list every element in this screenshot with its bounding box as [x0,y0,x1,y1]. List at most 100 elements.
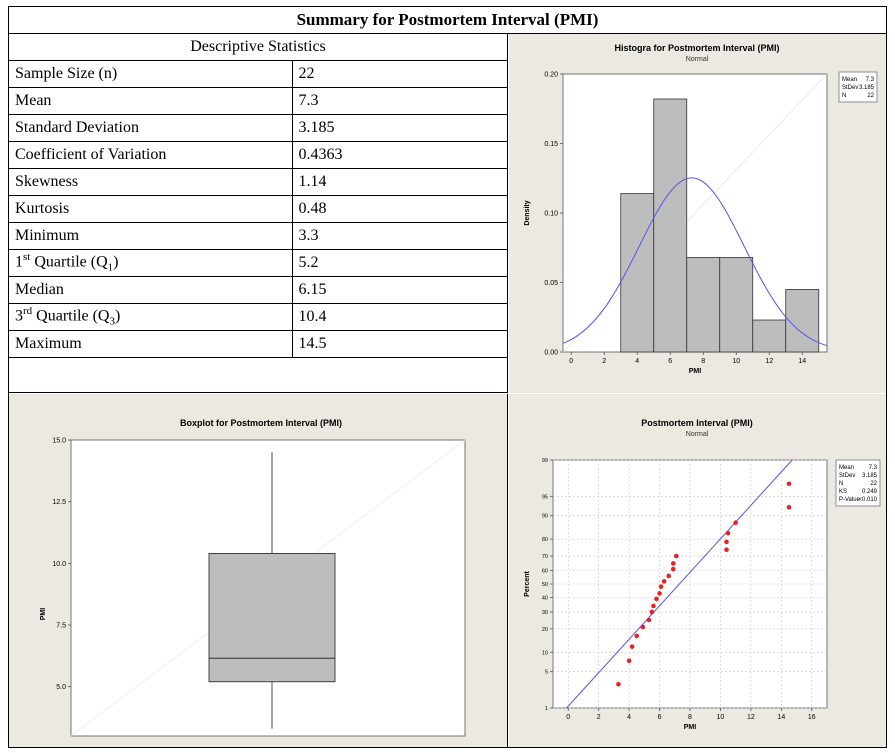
data-point [640,624,646,630]
y-tick-label: 99 [542,458,548,464]
data-point [661,579,667,584]
legend-label: Mean [839,465,854,471]
y-tick-label: 0.10 [544,211,558,218]
stats-row: Skewness 1.14 [9,167,507,196]
data-point [786,481,792,487]
stats-row: Coefficient of Variation 0.4363 [9,140,507,169]
stat-value: 22 [291,59,507,88]
stat-name: Maximum [9,329,293,358]
stat-name: 3rd Quartile (Q3) [9,302,293,331]
stat-value: 6.15 [291,275,507,304]
y-axis-label: Density [524,200,531,225]
stat-name: Kurtosis [9,194,293,223]
legend-value: <0.010 [858,497,877,503]
stat-value: 1.14 [291,167,507,196]
y-tick-label: 10.0 [52,561,66,568]
summary-title: Summary for Postmortem Interval (PMI) [9,7,886,34]
y-tick-label: 1 [545,706,548,712]
legend-label: KS [839,489,847,495]
y-tick-label: 7.5 [56,623,66,630]
y-tick-label: 0.15 [544,141,558,148]
stat-name-close: ) [114,307,121,325]
legend-label: StDev [839,473,855,479]
y-tick-label: 50 [542,582,548,588]
y-tick-label: 5 [545,670,548,676]
legend-value: 7.3 [866,77,875,83]
stat-name: Minimum [9,221,293,250]
fitted-normal-line [566,459,793,709]
x-tick-label: 8 [701,358,705,365]
data-point [733,520,738,525]
stats-row: Median 6.15 [9,275,507,304]
x-tick-label: 10 [732,358,740,365]
histogram-subtitle: Normal [686,56,709,63]
histogram-panel: Histogra for Postmortem Interval (PMI) No… [509,34,886,393]
histogram-diagonal-artifact [562,73,828,353]
legend-label: StDev [842,85,858,91]
histogram-bar [752,319,787,353]
stat-name-sup: rd [23,305,33,318]
descriptive-stats-section: Descriptive Statistics Sample Size (n) 22… [9,34,508,393]
data-point [651,603,656,609]
stat-name: Mean [9,86,293,115]
x-tick-label: 12 [765,358,773,365]
data-point [657,591,662,596]
y-tick-label: 10 [542,650,548,656]
histogram-bar [785,289,820,353]
x-axis-label: PMI [689,368,702,375]
stats-row: Mean 7.3 [9,86,507,115]
stat-name: 1st Quartile (Q1) [9,248,293,277]
legend-label: Mean [842,77,857,83]
data-point [670,566,676,572]
data-point [786,504,792,510]
data-point [646,617,652,623]
data-point [629,644,635,649]
stat-value: 14.5 [291,329,507,358]
boxplot-title: Boxplot for Postmortem Interval (PMI) [180,418,342,428]
stat-name: Standard Deviation [9,113,293,142]
stat-name-close: ) [113,253,119,271]
x-tick-label: 6 [658,714,662,721]
legend-value: 0.249 [862,489,878,495]
data-point [724,547,729,553]
legend-value: 3.185 [859,85,875,91]
x-tick-label: 8 [688,714,692,721]
data-point [616,681,621,687]
descriptive-stats-table: Descriptive Statistics Sample Size (n) 22… [9,34,507,358]
stat-value: 7.3 [291,86,507,115]
y-tick-label: 0.00 [544,350,558,357]
histogram-legend [838,71,878,103]
x-tick-label: 6 [668,358,672,365]
normal-fit-curve [562,177,828,347]
x-tick-label: 0 [566,714,570,721]
y-tick-label: 30 [542,610,548,616]
histogram-bar [653,98,688,353]
stat-value: 5.2 [291,248,507,277]
stat-name-ordinal: 3 [15,307,23,325]
legend-label: N [842,93,846,99]
probability-plot-title: Postmortem Interval (PMI) [641,418,753,428]
y-tick-label: 60 [542,568,548,574]
x-tick-label: 2 [602,358,606,365]
y-tick-label: 95 [542,494,548,500]
histogram-bar [719,257,754,353]
x-tick-label: 10 [717,714,725,721]
stat-name-ordinal: 1 [15,253,23,271]
data-point [724,539,729,545]
y-tick-label: 12.5 [52,499,66,506]
stats-row: Minimum 3.3 [9,221,507,250]
data-point [626,658,632,664]
summary-frame: Summary for Postmortem Interval (PMI) De… [8,6,887,748]
y-axis-label: Percent [524,570,531,596]
stats-header-row: Descriptive Statistics [9,34,507,61]
x-tick-label: 12 [747,714,755,721]
stat-value: 0.4363 [291,140,507,169]
x-tick-label: 4 [635,358,639,365]
histogram-bar [686,257,721,353]
boxplot-chart: Boxplot for Postmortem Interval (PMI) 15.… [40,418,466,737]
interquartile-box [208,553,336,683]
stat-name: Median [9,275,293,304]
stats-row: Standard Deviation 3.185 [9,113,507,142]
x-tick-label: 2 [597,714,601,721]
